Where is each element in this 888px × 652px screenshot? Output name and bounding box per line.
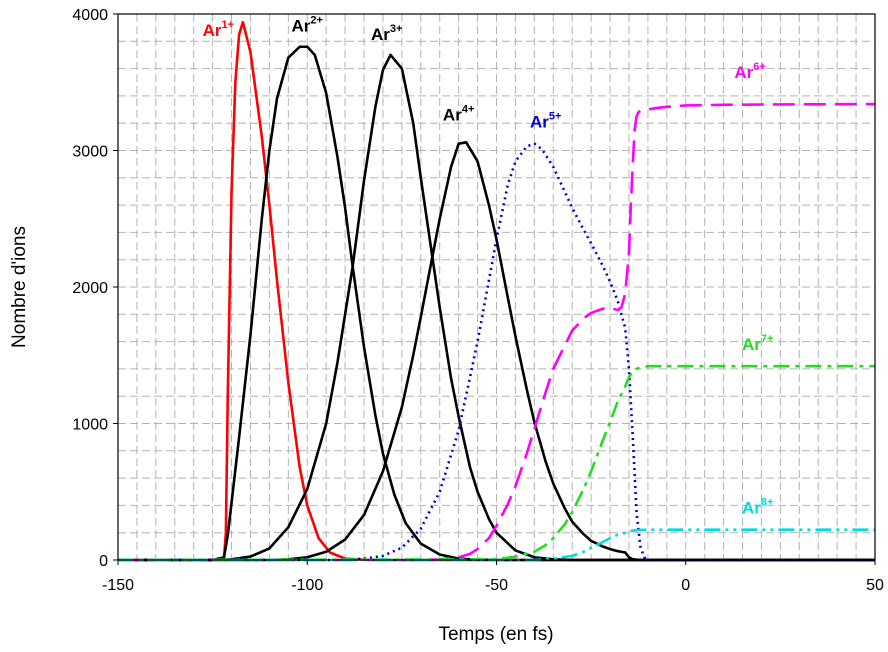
series-layer (117, 20, 876, 562)
y-tick-label: 1000 (72, 417, 108, 434)
series-label-ar4plus: Ar4+ (443, 103, 474, 124)
series-line-ar3plus (118, 53, 875, 562)
series-label-ar1plus: Ar1+ (203, 19, 234, 40)
series-line-ar6plus (118, 102, 876, 562)
x-tick-label: -50 (485, 577, 508, 594)
x-tick-label: -100 (291, 577, 323, 594)
series-label-ar6plus: Ar6+ (734, 61, 765, 82)
series-label-ar8plus: Ar8+ (742, 497, 773, 518)
series-line-ar7plus (117, 364, 875, 562)
grid (118, 14, 875, 560)
y-tick-label: 2000 (72, 280, 108, 297)
series-label-ar5plus: Ar5+ (530, 110, 561, 131)
series-line-ar2plus (118, 45, 875, 562)
y-tick-label: 4000 (72, 7, 108, 24)
x-tick-label: 50 (866, 577, 884, 594)
series-line-ar8plus (118, 528, 875, 562)
y-tick-label: 3000 (72, 144, 108, 161)
axes (113, 13, 876, 565)
x-axis-title: Temps (en fs) (438, 624, 553, 645)
y-tick-label: 0 (99, 553, 108, 570)
x-tick-label: -150 (102, 577, 134, 594)
series-label-ar7plus: Ar7+ (742, 333, 773, 354)
series-label-ar3plus: Ar3+ (371, 23, 402, 44)
series-label-ar2plus: Ar2+ (292, 15, 323, 36)
x-tick-label: 0 (681, 577, 690, 594)
series-line-ar5plus (118, 142, 875, 562)
series-labels: Ar1+ Ar2+ Ar3+ Ar4+ Ar5+ Ar6+ Ar7+ Ar8+ (203, 15, 774, 518)
series-line-ar4plus (118, 141, 875, 562)
y-axis-title: Nombre d'ions (9, 226, 30, 348)
